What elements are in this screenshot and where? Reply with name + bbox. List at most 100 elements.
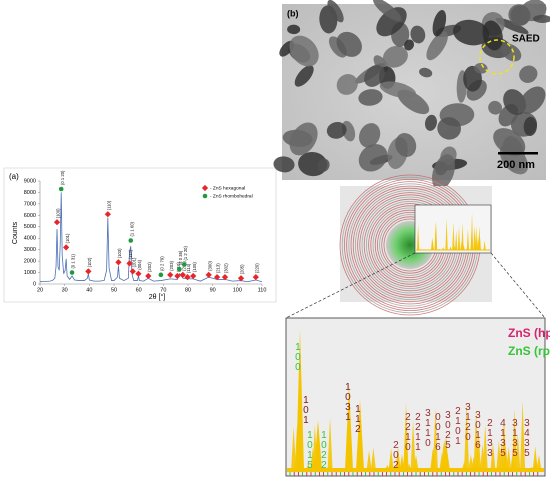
particle <box>317 158 330 172</box>
zoom-profile <box>287 330 544 476</box>
saed-label: SAED <box>512 34 540 45</box>
marker <box>53 219 61 226</box>
particle <box>519 65 538 83</box>
x-tick-label: 60 <box>136 287 142 293</box>
particle <box>289 35 319 67</box>
particle <box>358 89 383 106</box>
peak-label: (004) <box>137 259 142 269</box>
peak-label: (203) <box>169 260 174 270</box>
particle <box>358 144 388 172</box>
peak <box>366 450 372 470</box>
particle <box>508 4 531 26</box>
peak <box>370 447 376 470</box>
peak-label: (213) <box>216 263 221 273</box>
peak <box>475 226 478 250</box>
particle <box>289 122 318 156</box>
particle <box>523 116 537 137</box>
peak <box>480 443 486 470</box>
x-tick-label: 90 <box>210 287 216 293</box>
particle <box>395 133 417 157</box>
saed-region <box>479 39 515 75</box>
peak <box>496 440 502 470</box>
particle <box>379 81 417 99</box>
particle <box>424 114 437 131</box>
marker <box>69 270 75 275</box>
peak <box>461 223 464 250</box>
peak-label: (202) <box>147 262 152 272</box>
marker <box>158 272 164 278</box>
baseline <box>287 468 544 472</box>
miller-index: 1022 <box>318 430 329 470</box>
particle <box>432 10 447 37</box>
y-tick-label: 1000 <box>24 270 36 276</box>
particle <box>326 121 347 139</box>
marker <box>213 274 221 281</box>
peak <box>482 424 488 470</box>
y-tick-label: 5000 <box>24 224 36 230</box>
peak <box>434 220 438 250</box>
peak-label: (1 2 20) <box>183 246 188 261</box>
peak <box>464 403 470 470</box>
peak-label: (101) <box>65 233 70 243</box>
x-tick-label: 100 <box>233 287 242 293</box>
particle <box>364 65 385 87</box>
peak-label: (220) <box>254 263 259 273</box>
peak <box>399 454 405 470</box>
particle <box>419 67 433 78</box>
peak <box>455 230 458 250</box>
panel-label: (b) <box>287 8 299 18</box>
particle <box>426 31 448 61</box>
peak <box>515 433 521 470</box>
peak <box>460 240 463 250</box>
miller-index: 2133 <box>484 418 495 458</box>
particle <box>336 31 362 57</box>
marker <box>104 211 111 218</box>
y-tick-label: 9000 <box>24 178 36 184</box>
peak <box>457 226 461 250</box>
particle <box>273 156 295 173</box>
peak <box>470 212 474 250</box>
miller-index: 1015 <box>304 430 315 470</box>
miller-index: 3110 <box>422 408 433 448</box>
peak <box>431 240 434 250</box>
peak <box>442 439 448 470</box>
x-tick-label: 80 <box>185 287 191 293</box>
peak <box>296 330 304 470</box>
y-tick-label: 4000 <box>24 236 36 242</box>
particle <box>501 43 522 62</box>
peak <box>395 448 401 470</box>
marker <box>237 275 245 282</box>
particle <box>336 74 358 95</box>
peak <box>441 247 445 250</box>
marker <box>182 262 187 267</box>
x-axis-label: 2θ [°] <box>149 293 165 301</box>
particle <box>382 45 408 68</box>
peak <box>478 226 481 250</box>
miller-index: 112 <box>352 404 363 434</box>
particle <box>482 20 503 51</box>
zoom-line <box>285 252 416 319</box>
peak <box>294 424 300 470</box>
peak-label: (103) <box>117 248 122 258</box>
miller-index: 2101 <box>452 406 463 446</box>
peak-label: (201) <box>131 257 136 267</box>
marker <box>128 238 134 243</box>
particle <box>294 65 314 87</box>
marker <box>58 186 64 192</box>
peak-label: (205) <box>240 264 245 274</box>
particle <box>532 14 550 23</box>
legend-entry: ZnS (rp) <box>508 344 550 358</box>
particle <box>474 62 488 74</box>
x-tick-label: 20 <box>37 287 43 293</box>
scale-label: 200 nm <box>497 159 535 171</box>
peak <box>403 402 409 470</box>
miller-index: 2210 <box>402 412 413 452</box>
legend-marker <box>202 193 208 199</box>
peak-label: (114) <box>186 263 191 273</box>
peak <box>445 218 448 250</box>
miller-index: 2211 <box>412 412 423 452</box>
miller-index: 3025 <box>442 410 453 450</box>
peak <box>430 448 436 470</box>
marker <box>179 271 186 278</box>
